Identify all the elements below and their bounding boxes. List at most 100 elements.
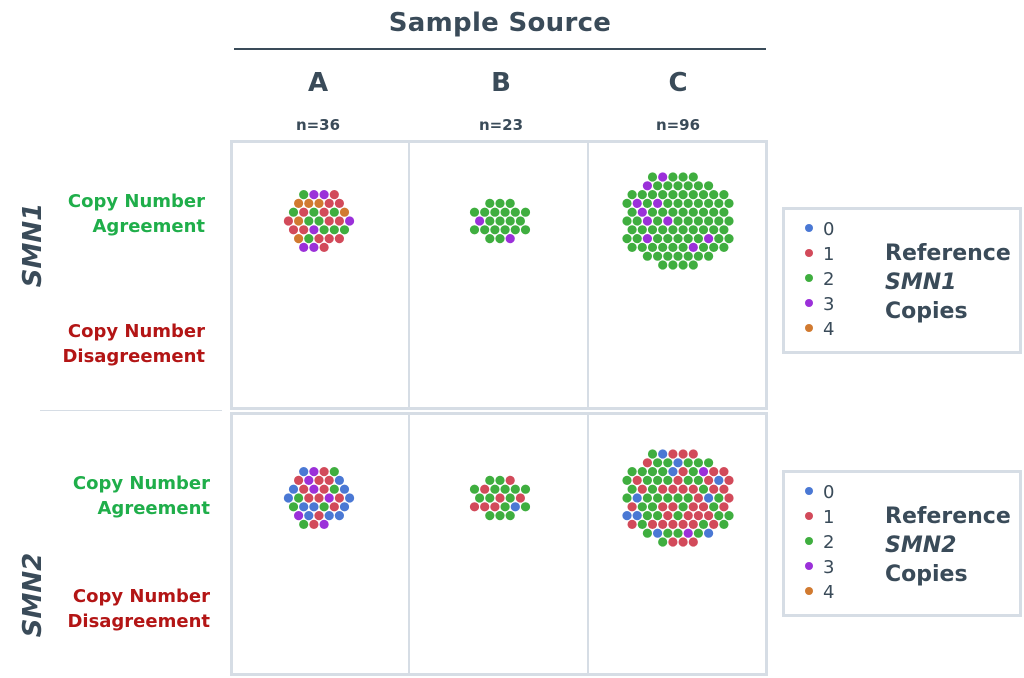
data-point-smn2-c-copies-2: [647, 449, 658, 459]
legend-dot-2: [805, 537, 813, 545]
data-point-smn2-c-copies-2: [658, 467, 668, 477]
data-point-smn1-c-copies-2: [683, 216, 693, 226]
data-point-smn1-a-copies-3: [309, 190, 319, 200]
data-point-smn2-c-copies-1: [668, 502, 678, 512]
data-point-smn1-c-copies-2: [688, 190, 698, 200]
data-point-smn2-a-copies-3: [309, 467, 319, 477]
data-point-smn1-c-copies-2: [653, 216, 663, 226]
data-point-smn2-b-copies-2: [475, 493, 485, 503]
legend-label: 1: [823, 507, 835, 528]
data-point-smn1-c-copies-2: [658, 260, 668, 270]
data-point-smn2-a-copies-1: [294, 475, 304, 485]
data-point-smn1-b-copies-2: [500, 207, 510, 217]
data-point-smn1-c-copies-2: [622, 216, 632, 226]
data-point-smn2-b-copies-2: [505, 493, 515, 503]
data-point-smn1-c-copies-2: [647, 172, 658, 182]
data-point-smn1-c-copies-2: [714, 234, 724, 244]
data-point-smn2-c-copies-2: [627, 484, 637, 494]
data-point-smn2-c-copies-1: [668, 484, 678, 494]
legend-item: 4: [805, 581, 834, 605]
legend-label: 0: [823, 482, 835, 503]
data-point-smn2-c-copies-1: [719, 484, 729, 494]
data-point-smn1-a-copies-1: [314, 234, 324, 244]
data-point-smn1-a-copies-4: [294, 198, 304, 208]
row-label-line: Copy Number: [72, 473, 210, 494]
data-point-smn1-c-copies-2: [714, 198, 724, 208]
data-point-smn2-a-copies-1: [334, 493, 344, 503]
data-point-smn2-a-copies-3: [324, 493, 334, 503]
data-point-smn1-a-copies-4: [339, 207, 350, 217]
data-point-smn1-c-copies-2: [724, 198, 734, 208]
data-point-smn1-c-copies-2: [709, 207, 719, 217]
data-point-smn2-a-copies-3: [294, 510, 304, 521]
data-point-smn1-c-copies-2: [709, 225, 719, 235]
data-point-smn2-a-copies-0: [299, 467, 309, 477]
data-point-smn2-c-copies-2: [627, 467, 637, 477]
data-point-smn1-c-copies-2: [642, 251, 653, 261]
legend-title-line: Reference: [885, 504, 1011, 529]
data-point-smn2-a-copies-1: [299, 484, 309, 494]
data-point-smn1-c-copies-2: [637, 190, 647, 200]
data-point-smn1-c-copies-2: [647, 225, 658, 235]
legend-dot-1: [805, 512, 813, 520]
data-point-smn1-c-copies-2: [678, 190, 688, 200]
column-label-b: B: [491, 68, 511, 98]
data-point-smn2-c-copies-1: [658, 484, 668, 494]
data-point-smn1-b-copies-3: [475, 216, 485, 226]
data-point-smn1-c-copies-2: [693, 251, 704, 261]
data-point-smn1-c-copies-2: [704, 198, 714, 208]
data-point-smn1-b-copies-3: [505, 234, 515, 244]
column-n-c: n=96: [655, 116, 701, 134]
data-point-smn1-a-copies-1: [324, 198, 334, 208]
data-point-smn1-c-copies-2: [678, 225, 688, 235]
data-point-smn2-c-copies-2: [698, 484, 709, 494]
data-point-smn2-c-copies-2: [642, 475, 653, 485]
data-point-smn2-c-copies-0: [704, 528, 714, 538]
data-point-smn1-c-copies-2: [693, 181, 704, 191]
data-point-smn1-c-copies-2: [668, 260, 678, 270]
data-point-smn2-c-copies-2: [642, 510, 653, 521]
data-point-smn2-c-copies-1: [678, 449, 688, 459]
data-point-smn2-c-copies-1: [627, 519, 637, 530]
data-point-smn1-c-copies-2: [658, 207, 668, 217]
data-point-smn1-b-copies-2: [520, 225, 531, 235]
data-point-smn2-c-copies-1: [678, 484, 688, 494]
panel-divider: [408, 415, 410, 673]
data-point-smn2-a-copies-2: [319, 502, 329, 512]
legend-item: 3: [805, 293, 834, 317]
data-point-smn2-a-copies-0: [309, 502, 319, 512]
row-label-line: Copy Number: [67, 191, 205, 212]
data-point-smn2-c-copies-2: [693, 475, 704, 485]
data-point-smn1-c-copies-2: [704, 181, 714, 191]
data-point-smn1-c-copies-2: [668, 190, 678, 200]
data-point-smn2-c-copies-2: [637, 467, 647, 477]
data-point-smn1-c-copies-2: [653, 234, 663, 244]
legend-label: 1: [823, 244, 835, 265]
legend-label: 4: [823, 319, 835, 340]
legend-dot-0: [805, 224, 813, 232]
data-point-smn2-c-copies-0: [668, 467, 678, 477]
legend-label: 2: [823, 532, 835, 553]
data-point-smn2-a-copies-0: [283, 493, 293, 503]
data-point-smn1-c-copies-3: [642, 234, 653, 244]
data-point-smn2-c-copies-1: [693, 510, 704, 521]
data-point-smn2-c-copies-1: [704, 510, 714, 521]
data-point-smn2-c-copies-1: [709, 467, 719, 477]
data-point-smn2-c-copies-2: [673, 528, 683, 538]
data-point-smn2-c-copies-3: [698, 467, 709, 477]
data-point-smn1-c-copies-2: [663, 198, 673, 208]
data-point-smn1-c-copies-2: [673, 198, 683, 208]
data-point-smn2-c-copies-2: [653, 458, 663, 468]
data-point-smn1-c-copies-2: [637, 225, 647, 235]
data-point-smn2-c-copies-2: [693, 458, 704, 468]
data-point-smn1-a-copies-1: [283, 216, 293, 226]
data-point-smn2-c-copies-2: [724, 510, 734, 521]
data-point-smn2-a-copies-1: [304, 493, 314, 503]
data-point-smn2-a-copies-1: [319, 484, 329, 494]
data-point-smn2-c-copies-1: [658, 519, 668, 530]
data-point-smn1-c-copies-3: [658, 172, 668, 182]
legend-label: 2: [823, 269, 835, 290]
data-point-smn1-c-copies-2: [698, 225, 709, 235]
data-point-smn1-c-copies-2: [683, 198, 693, 208]
